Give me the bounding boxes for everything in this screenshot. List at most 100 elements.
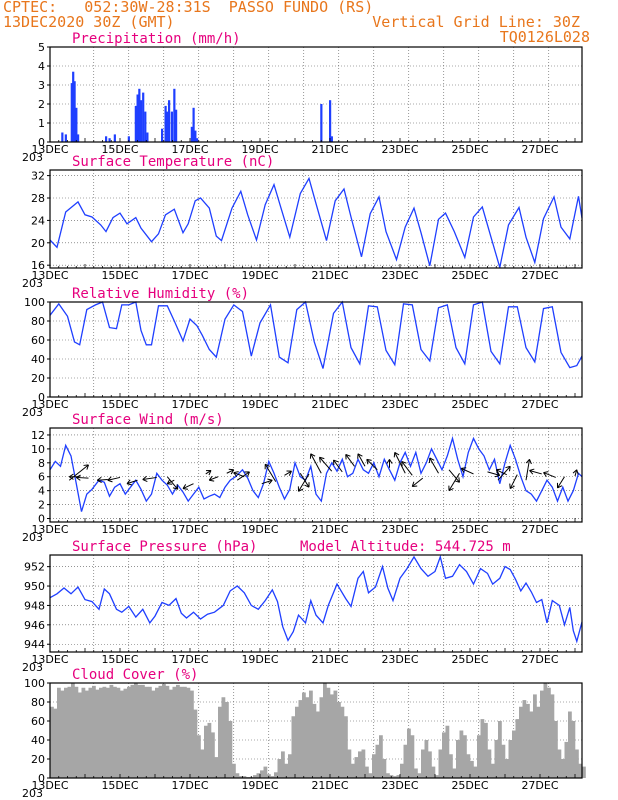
wind-vector [448,469,460,483]
y-tick-label: 20 [31,753,45,766]
x-tick-label: 21DEC [311,779,348,792]
cloud-bar [438,749,443,778]
cloud-bar [368,773,373,778]
wind-vector-head [244,471,250,477]
precip-bar [136,94,139,142]
panel-title: Precipitation (mm/h) [72,31,241,47]
cloud-bar [354,757,359,778]
cloud-bar [183,686,187,778]
panel-frame [49,301,583,398]
cloud-bar [473,766,478,778]
x-tick-label: 17DEC [171,523,208,536]
x-tick-label: 13DEC [31,523,68,536]
wind-vector [574,469,578,477]
x-tick-label: 25DEC [451,398,488,411]
cloud-bar [501,744,506,778]
precip-bar [77,134,80,142]
x-tick-label: 17DEC [171,779,208,792]
wind-vector [261,479,273,485]
precip-bar [146,132,149,142]
cloud-bar [456,740,460,778]
x-tick-label: 25DEC [451,523,488,536]
cloud-bar [78,692,82,778]
cloud-bar [211,732,215,778]
x-tick-label: 21DEC [311,143,348,156]
x-tick-label: 13DEC [31,143,68,156]
x-tick-label: 25DEC [451,143,488,156]
y-tick-label: 0 [38,513,45,526]
cloud-bar [102,686,107,778]
cloud-bar [144,686,149,778]
y-tick-label: 80 [31,696,45,709]
x-tick-label: 17DEC [171,269,208,282]
precip-bar [164,105,167,142]
x-axis-tail: 203 [22,277,43,290]
x-axis-tail: 203 [22,531,43,544]
cloud-bar [484,722,488,778]
cloud-bar [295,706,299,778]
cloud-bar [365,766,369,778]
precip-bar [166,111,169,142]
wind-vector [394,452,406,474]
y-tick-label: 12 [31,429,45,442]
wind-vector [333,459,343,473]
series-line [49,435,583,512]
panel-title: Relative Humidity (%) [72,286,249,302]
cloud-bar [120,690,124,778]
cloud-bar [470,760,474,778]
cloud-bar [494,740,499,778]
x-tick-label: 15DEC [101,143,138,156]
cloud-bar [400,763,404,778]
wind-vector [509,474,518,489]
cloud-bar [81,687,86,778]
x-tick-label: 27DEC [521,398,558,411]
cloud-bar [498,721,502,778]
panel-frame [49,46,583,143]
y-tick-label: 948 [24,599,45,612]
cloud-bar [85,690,89,778]
x-tick-label: 23DEC [381,653,418,666]
wind-vector [310,453,322,474]
cloud-bar [190,690,194,778]
panel-title: Cloud Cover (%) [72,667,198,683]
cloud-bar [316,711,320,778]
y-tick-label: 2 [38,499,45,512]
cloud-bar [225,702,229,778]
cloud-bar [417,773,422,778]
cloud-bar [505,759,509,778]
x-tick-label: 27DEC [521,779,558,792]
cloud-bar [344,716,348,778]
wind-vector [126,479,138,485]
wind-vector [345,454,355,467]
wind-vector [182,483,194,490]
cloud-bar [284,763,289,778]
y-tick-label: 3 [38,79,45,92]
cloud-bar [379,735,383,778]
cloud-bar [232,763,236,778]
precip-bar [194,130,197,142]
y-tick-label: 20 [31,372,45,385]
precip-bar [144,111,147,142]
cloud-bar [351,763,355,778]
x-tick-label: 27DEC [521,143,558,156]
wind-vector [543,472,556,478]
cloud-bar [512,730,516,778]
cloud-bar [508,740,513,778]
wind-vector-head [228,468,235,475]
precip-bar [108,138,111,142]
cloud-bar [71,683,75,778]
y-tick-label: 60 [31,715,45,728]
wind-vector-head [208,475,215,482]
cloud-bar [445,725,450,778]
cloud-bar [186,687,191,778]
wind-vector [411,477,424,487]
wind-vector-head [166,479,173,485]
x-tick-label: 15DEC [101,779,138,792]
cloud-bar [67,686,72,778]
wind-vector [284,470,292,476]
y-tick-label: 40 [31,353,45,366]
wind-vector [401,461,413,476]
cloud-bar [466,754,471,778]
cloud-bar [491,763,495,778]
cloud-bar [197,735,201,778]
